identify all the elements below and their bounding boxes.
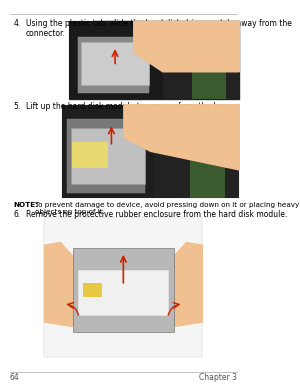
FancyBboxPatch shape — [192, 60, 226, 99]
FancyBboxPatch shape — [81, 42, 149, 85]
Text: Remove the protective rubber enclosure from the hard disk module.: Remove the protective rubber enclosure f… — [26, 210, 287, 218]
FancyBboxPatch shape — [70, 128, 145, 184]
FancyBboxPatch shape — [197, 25, 231, 41]
Text: Chapter 3: Chapter 3 — [199, 373, 237, 383]
FancyBboxPatch shape — [73, 248, 174, 332]
Polygon shape — [124, 105, 239, 170]
Text: Lift up the hard disk module to remove from the bay.: Lift up the hard disk module to remove f… — [26, 102, 229, 111]
Text: 4.: 4. — [14, 19, 21, 28]
Text: NOTE:: NOTE: — [14, 202, 39, 208]
Text: To prevent damage to device, avoid pressing down on it or placing heavy objects : To prevent damage to device, avoid press… — [34, 202, 299, 215]
FancyBboxPatch shape — [62, 105, 154, 198]
FancyBboxPatch shape — [78, 37, 149, 93]
FancyBboxPatch shape — [67, 119, 145, 193]
Text: 5.: 5. — [14, 102, 21, 111]
Text: 64: 64 — [10, 373, 20, 383]
FancyBboxPatch shape — [69, 21, 239, 99]
FancyBboxPatch shape — [190, 156, 225, 198]
FancyBboxPatch shape — [83, 283, 102, 296]
FancyBboxPatch shape — [44, 217, 202, 357]
Text: Using the plastic tab, slide the hard disk drive module away from the connector.: Using the plastic tab, slide the hard di… — [26, 19, 292, 38]
Polygon shape — [134, 21, 239, 72]
FancyBboxPatch shape — [193, 110, 229, 131]
FancyBboxPatch shape — [78, 270, 169, 316]
Polygon shape — [152, 242, 202, 329]
FancyBboxPatch shape — [72, 142, 108, 168]
FancyBboxPatch shape — [62, 105, 239, 198]
Text: 6.: 6. — [14, 210, 21, 218]
Polygon shape — [69, 21, 239, 99]
FancyBboxPatch shape — [69, 21, 163, 99]
FancyBboxPatch shape — [62, 105, 239, 198]
Polygon shape — [44, 242, 95, 329]
